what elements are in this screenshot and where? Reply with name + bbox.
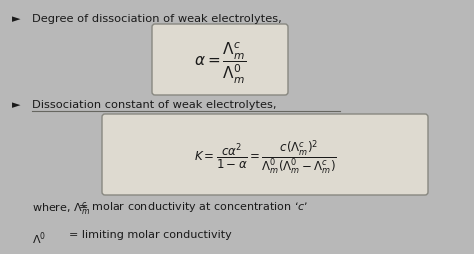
Text: $\alpha = \dfrac{\Lambda_m^c}{\Lambda_m^0}$: $\alpha = \dfrac{\Lambda_m^c}{\Lambda_m^… xyxy=(194,40,246,85)
Text: $\Lambda^0$: $\Lambda^0$ xyxy=(32,229,46,246)
Text: Degree of dissociation of weak electrolytes,: Degree of dissociation of weak electroly… xyxy=(32,14,282,24)
Text: = limiting molar conductivity: = limiting molar conductivity xyxy=(62,229,232,239)
Text: = molar conductivity at concentration ‘$c$’: = molar conductivity at concentration ‘$… xyxy=(75,199,309,213)
Text: Dissociation constant of weak electrolytes,: Dissociation constant of weak electrolyt… xyxy=(32,100,276,109)
FancyBboxPatch shape xyxy=(102,115,428,195)
FancyBboxPatch shape xyxy=(152,25,288,96)
Text: ►: ► xyxy=(12,100,20,109)
Text: $K = \dfrac{c\alpha^2}{1-\alpha} = \dfrac{c(\Lambda_m^c)^2}{\Lambda_m^0(\Lambda_: $K = \dfrac{c\alpha^2}{1-\alpha} = \dfra… xyxy=(193,138,337,177)
Text: where, $\Lambda_m^c$: where, $\Lambda_m^c$ xyxy=(32,199,90,216)
Text: ►: ► xyxy=(12,14,20,24)
